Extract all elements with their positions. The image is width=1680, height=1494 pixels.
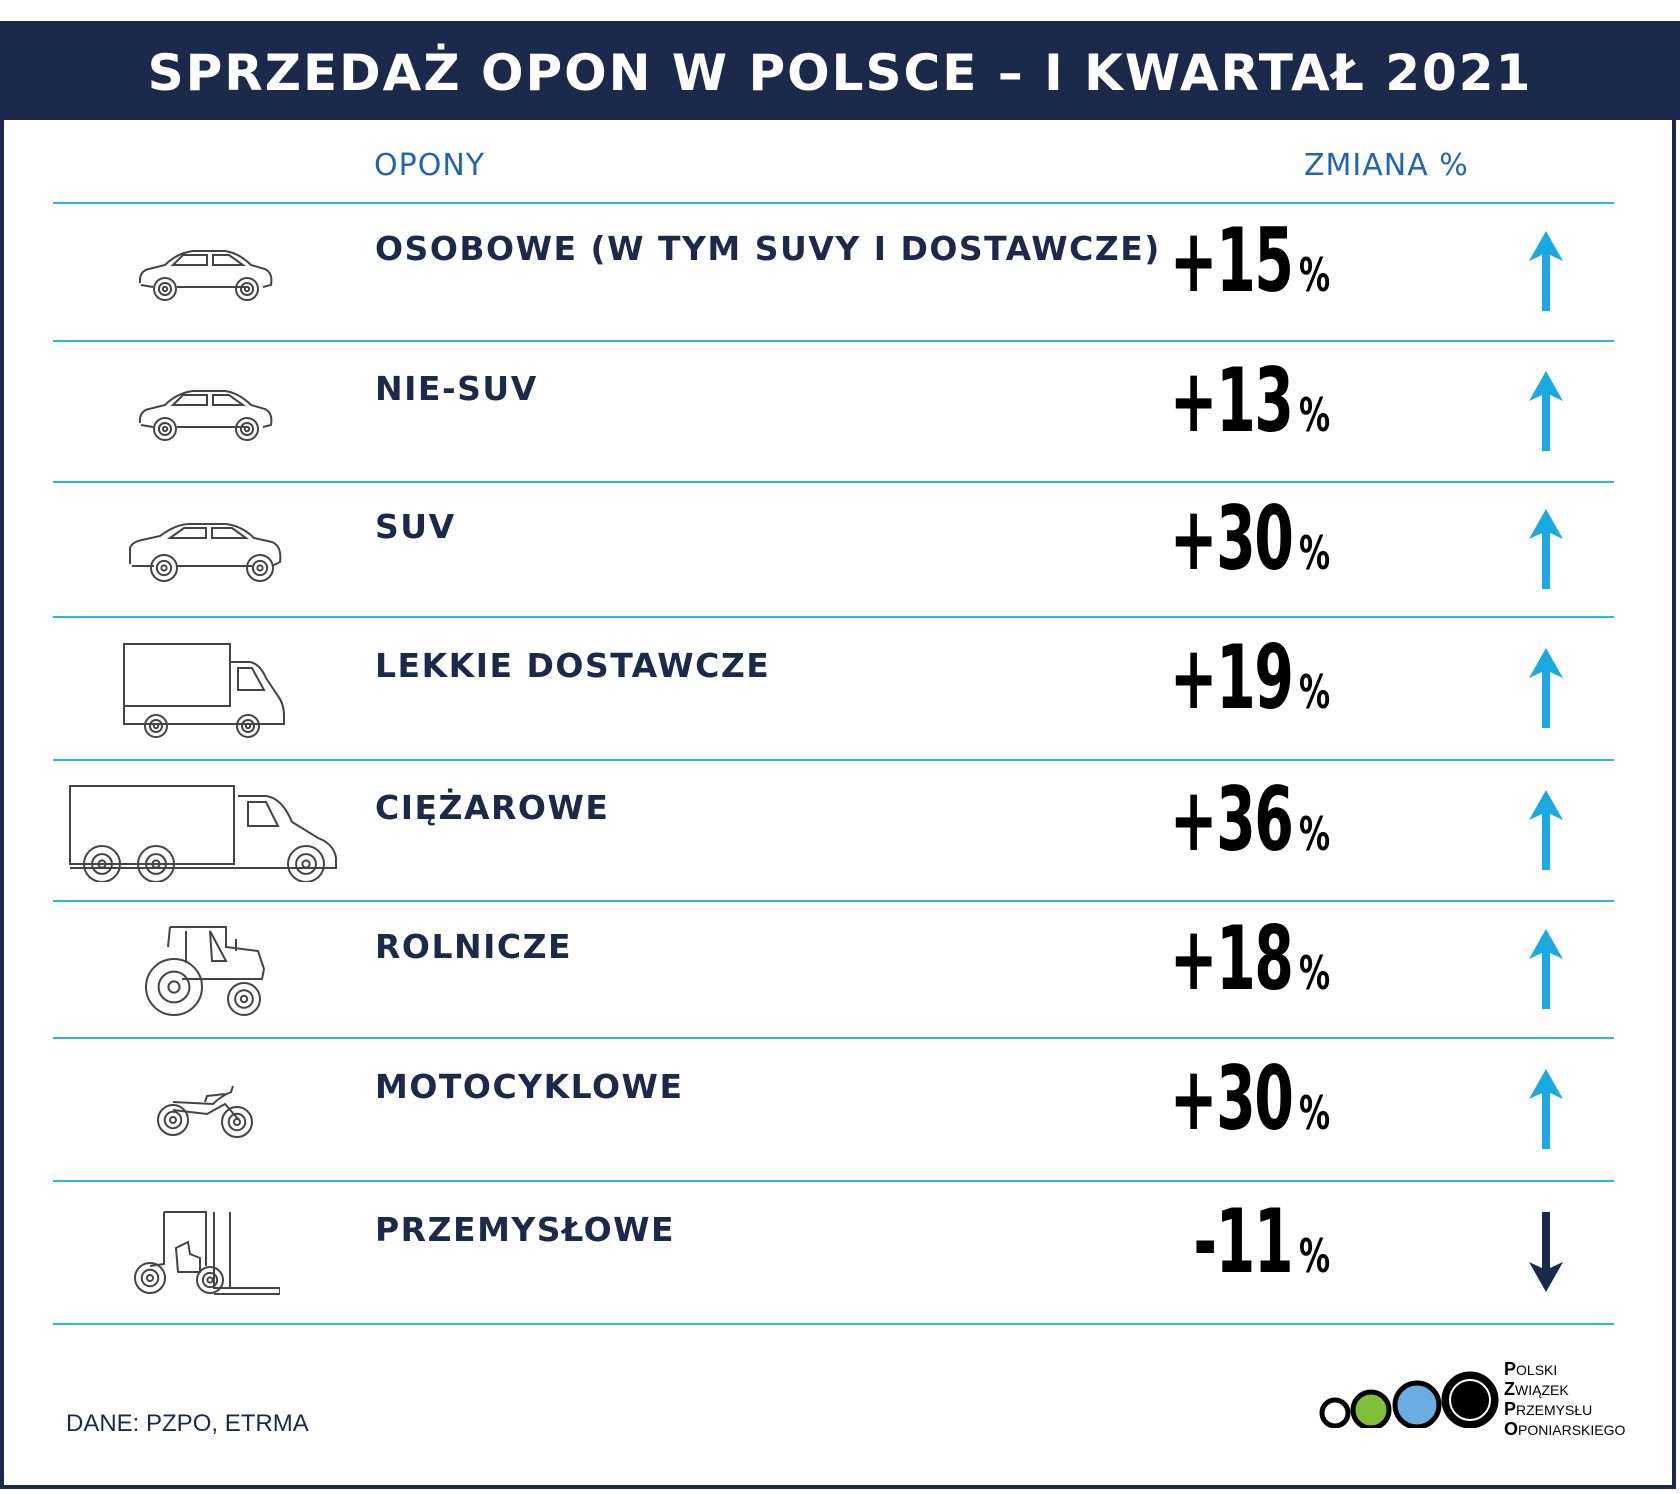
- source-note: DANE: PZPO, ETRMA: [66, 1410, 309, 1437]
- percent-sign: %: [1298, 1228, 1330, 1283]
- row-divider: [53, 616, 1614, 618]
- change-value: +30%: [1122, 1047, 1340, 1150]
- arrow-up-icon: [1525, 1065, 1567, 1157]
- category-label: ROLNICZE: [375, 926, 573, 966]
- percent-sign: %: [1298, 525, 1330, 580]
- arrow-up-icon: [1525, 367, 1567, 459]
- arrow-up-icon: [1525, 505, 1567, 597]
- category-label: MOTOCYKLOWE: [375, 1066, 684, 1106]
- category-label: OSOBOWE (W TYM SUVY I DOSTAWCZE): [375, 229, 1161, 268]
- van-icon: [120, 640, 290, 744]
- change-value: +18%: [1122, 907, 1340, 1010]
- change-value: +36%: [1122, 768, 1340, 871]
- change-number: +18: [1169, 906, 1294, 1010]
- row-divider: [53, 759, 1614, 761]
- motorcycle-icon: [155, 1082, 255, 1144]
- arrow-up-icon: [1525, 644, 1567, 736]
- car-icon: [135, 383, 275, 447]
- forklift-icon: [130, 1208, 281, 1304]
- row-divider: [53, 1037, 1614, 1039]
- change-number: +30: [1169, 1046, 1294, 1150]
- change-value: +19%: [1122, 626, 1340, 729]
- arrow-up-icon: [1525, 227, 1567, 319]
- percent-sign: %: [1298, 806, 1330, 861]
- change-value: +15%: [1122, 209, 1340, 312]
- row-divider: [53, 481, 1614, 483]
- title-bar: SPRZEDAŻ OPON W POLSCE – I KWARTAŁ 2021: [0, 21, 1680, 120]
- infographic-frame: [0, 21, 1676, 1489]
- tractor-icon: [140, 923, 270, 1022]
- category-label: SUV: [375, 506, 456, 546]
- category-label: PRZEMYSŁOWE: [375, 1209, 676, 1249]
- change-number: +13: [1169, 348, 1294, 452]
- category-label: NIE-SUV: [375, 368, 538, 408]
- logo-line: POLSKI: [1504, 1359, 1558, 1379]
- column-header-zmiana: ZMIANA %: [1304, 148, 1469, 183]
- change-value: +13%: [1122, 349, 1340, 452]
- pzpo-logo-icon: [1319, 1371, 1499, 1428]
- percent-sign: %: [1298, 1085, 1330, 1140]
- column-header-opony: OPONY: [374, 148, 486, 183]
- change-number: +36: [1169, 767, 1294, 871]
- percent-sign: %: [1298, 945, 1330, 1000]
- change-number: +30: [1169, 486, 1294, 590]
- percent-sign: %: [1298, 664, 1330, 719]
- car-icon: [135, 243, 275, 307]
- truck-icon: [66, 782, 341, 886]
- arrow-up-icon: [1525, 786, 1567, 878]
- arrow-down-icon: [1525, 1208, 1567, 1300]
- change-number: -11: [1193, 1189, 1294, 1293]
- logo-line: ZWIĄZEK: [1504, 1379, 1569, 1399]
- suv-icon: [126, 520, 284, 586]
- row-divider: [53, 900, 1614, 902]
- chart-title: SPRZEDAŻ OPON W POLSCE – I KWARTAŁ 2021: [147, 43, 1533, 102]
- logo-line: PRZEMYSŁU: [1504, 1399, 1593, 1419]
- change-value: +30%: [1122, 487, 1340, 590]
- row-divider: [53, 202, 1614, 204]
- percent-sign: %: [1298, 387, 1330, 442]
- change-value: -11%: [1155, 1190, 1340, 1293]
- category-label: CIĘŻAROWE: [375, 787, 610, 827]
- percent-sign: %: [1298, 248, 1330, 302]
- pzpo-logo-text: POLSKI ZWIĄZEK PRZEMYSŁU OPONIARSKIEGO: [1504, 1360, 1625, 1440]
- row-divider: [53, 340, 1614, 342]
- logo-line: OPONIARSKIEGO: [1504, 1419, 1626, 1439]
- change-number: +15: [1169, 209, 1294, 312]
- change-number: +19: [1169, 625, 1294, 729]
- arrow-up-icon: [1525, 925, 1567, 1017]
- row-divider: [53, 1180, 1614, 1182]
- category-label: LEKKIE DOSTAWCZE: [375, 645, 771, 685]
- row-divider: [53, 1323, 1614, 1325]
